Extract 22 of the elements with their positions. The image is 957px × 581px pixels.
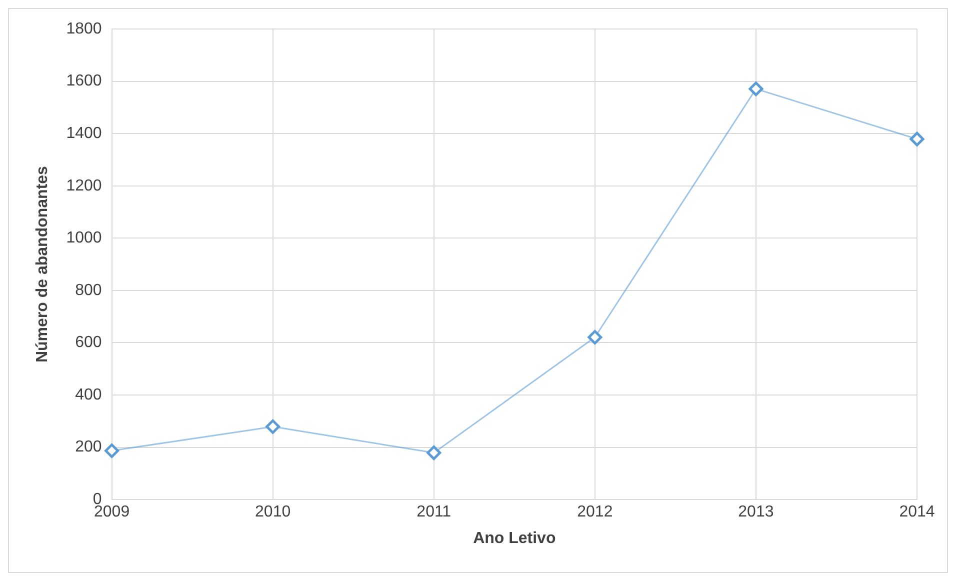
point bbox=[266, 419, 280, 434]
point bbox=[588, 330, 602, 344]
y-tick-label: 1200 bbox=[66, 177, 102, 194]
point bbox=[910, 132, 924, 146]
point bbox=[104, 443, 120, 458]
y-tick-label: 1800 bbox=[66, 20, 102, 38]
x-tick-label: 2014 bbox=[899, 504, 935, 521]
x-axis-title: Ano Letivo bbox=[473, 530, 556, 547]
point bbox=[426, 446, 442, 460]
y-tick-label: 1600 bbox=[66, 72, 102, 90]
y-tick-label: 800 bbox=[75, 282, 102, 299]
y-tick-label: 200 bbox=[75, 438, 102, 456]
y-tick-label: 600 bbox=[75, 334, 102, 352]
y-tick-label: 1000 bbox=[66, 230, 102, 247]
x-tick-label: 2013 bbox=[738, 504, 774, 521]
x-tick-label: 2011 bbox=[416, 504, 452, 521]
y-tick-label: 1400 bbox=[66, 124, 102, 142]
y-tick-label: 400 bbox=[75, 386, 102, 404]
x-tick-label: 2010 bbox=[255, 504, 291, 521]
y-axis-title: Número de abandonantes bbox=[34, 166, 52, 363]
x-tick-label: 2012 bbox=[577, 504, 613, 521]
point bbox=[748, 82, 764, 96]
